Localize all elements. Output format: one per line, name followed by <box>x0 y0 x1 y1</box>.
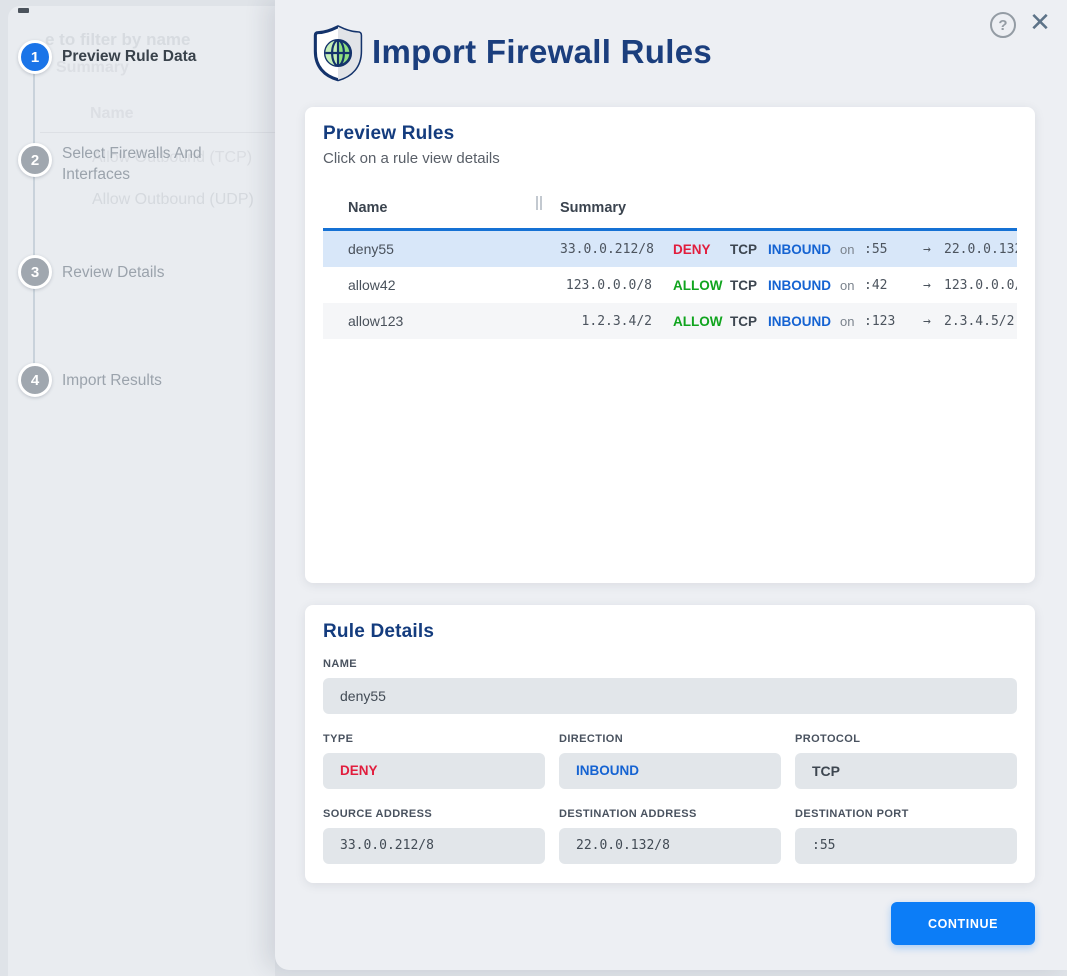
destination-address-field[interactable]: 22.0.0.132/8 <box>559 828 781 864</box>
shield-globe-icon <box>313 25 363 82</box>
help-button[interactable]: ? <box>990 12 1016 38</box>
rule-summary: 33.0.0.212/8 DENY TCP INBOUND on :55 → 2… <box>560 241 1017 257</box>
direction-field-label: DIRECTION <box>559 733 624 745</box>
stepper-connector-line <box>33 57 35 380</box>
column-resize-handle[interactable] <box>536 196 542 212</box>
rule-summary: 1.2.3.4/2 ALLOW TCP INBOUND on :123 → 2.… <box>581 313 1015 329</box>
rule-name: allow123 <box>348 313 404 329</box>
table-header-underline <box>323 228 1017 231</box>
preview-rules-subtitle: Click on a rule view details <box>323 150 500 167</box>
source-address-field[interactable]: 33.0.0.212/8 <box>323 828 545 864</box>
step-3-label: Review Details <box>62 264 165 281</box>
arrow-icon: → <box>923 241 931 257</box>
column-header-name: Name <box>348 200 388 216</box>
help-icon: ? <box>998 16 1008 34</box>
wizard-stepper: 1 Preview Rule Data 2 Select Firewalls A… <box>0 0 275 976</box>
column-header-summary: Summary <box>560 200 627 216</box>
step-1-label: Preview Rule Data <box>62 48 197 65</box>
modal-header: Import Firewall Rules ? ✕ <box>275 0 1067 100</box>
destination-port-field[interactable]: :55 <box>795 828 1017 864</box>
rule-details-card: Rule Details NAME deny55 TYPE DIRECTION … <box>305 605 1035 883</box>
protocol-field[interactable]: TCP <box>795 753 1017 789</box>
destination-address-field-label: DESTINATION ADDRESS <box>559 808 697 820</box>
step-3-circle: 3 <box>18 255 52 289</box>
rule-details-title: Rule Details <box>323 621 435 642</box>
destination-port-field-label: DESTINATION PORT <box>795 808 909 820</box>
table-row-allow42[interactable]: allow42 123.0.0.0/8 ALLOW TCP INBOUND on… <box>323 267 1017 303</box>
arrow-icon: → <box>923 313 931 329</box>
background-name-label: Name <box>90 105 134 122</box>
table-row-deny55[interactable]: deny55 33.0.0.212/8 DENY TCP INBOUND on … <box>323 231 1017 267</box>
rules-table-body: deny55 33.0.0.212/8 DENY TCP INBOUND on … <box>323 231 1017 339</box>
background-divider <box>40 132 275 133</box>
rule-name: allow42 <box>348 277 396 293</box>
table-row-allow123[interactable]: allow123 1.2.3.4/2 ALLOW TCP INBOUND on … <box>323 303 1017 339</box>
preview-rules-card: Preview Rules Click on a rule view detai… <box>305 107 1035 583</box>
protocol-field-label: PROTOCOL <box>795 733 861 745</box>
type-field-label: TYPE <box>323 733 354 745</box>
arrow-icon: → <box>923 277 931 293</box>
background-rule-allow-udp: Allow Outbound (UDP) <box>92 191 254 208</box>
step-4-circle: 4 <box>18 363 52 397</box>
preview-rules-title: Preview Rules <box>323 123 455 144</box>
step-4-label: Import Results <box>62 372 162 389</box>
background-panel: e to filter by name Summary Name Allow O… <box>8 6 275 976</box>
dimmed-background: e to filter by name Summary Name Allow O… <box>0 0 275 976</box>
step-2-label: Select Firewalls And Interfaces <box>62 145 202 183</box>
background-summary-label: Summary <box>56 59 129 76</box>
name-field-label: NAME <box>323 658 357 670</box>
close-icon: ✕ <box>1029 7 1051 37</box>
name-field[interactable]: deny55 <box>323 678 1017 714</box>
step-1-circle: 1 <box>18 40 52 74</box>
rule-summary: 123.0.0.0/8 ALLOW TCP INBOUND on :42 → 1… <box>565 277 1017 293</box>
rule-name: deny55 <box>348 241 394 257</box>
type-field[interactable]: DENY <box>323 753 545 789</box>
continue-button[interactable]: CONTINUE <box>891 902 1035 945</box>
modal-title: Import Firewall Rules <box>372 33 713 70</box>
background-rule-allow-tcp: Allow Outbound (TCP) <box>92 149 253 166</box>
background-filter-placeholder: e to filter by name <box>45 30 191 49</box>
close-button[interactable]: ✕ <box>1024 6 1056 38</box>
step-2-circle: 2 <box>18 143 52 177</box>
direction-field[interactable]: INBOUND <box>559 753 781 789</box>
source-address-field-label: SOURCE ADDRESS <box>323 808 433 820</box>
import-firewall-rules-modal: Import Firewall Rules ? ✕ Preview Rules … <box>275 0 1067 970</box>
background-artifact <box>18 8 29 13</box>
rules-table-header: Name Summary <box>323 196 1017 226</box>
